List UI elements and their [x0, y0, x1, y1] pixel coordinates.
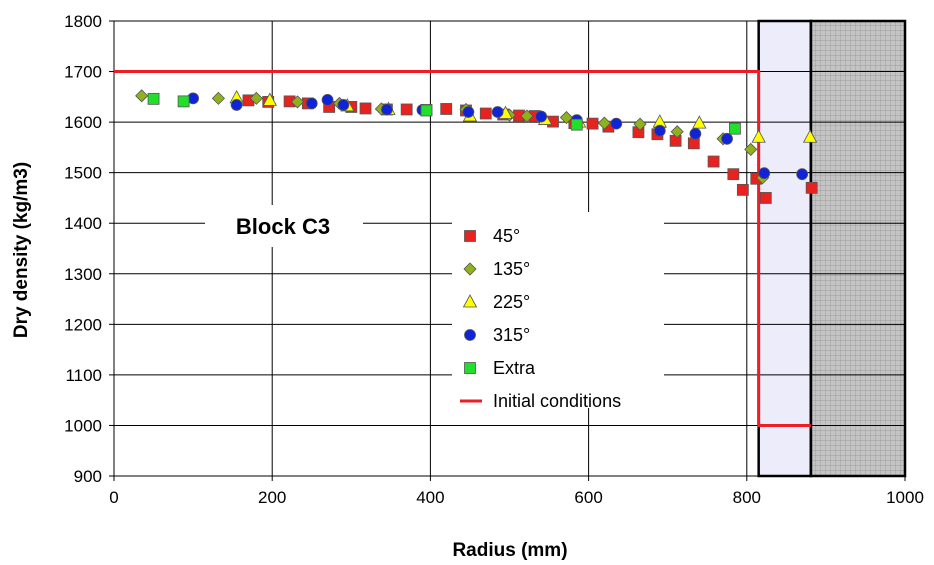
point-extra	[178, 96, 189, 107]
legend-label: Extra	[493, 358, 536, 378]
legend: 45° 135° 225° 315° Extra Initial conditions	[452, 212, 664, 411]
point-135	[136, 90, 148, 102]
legend-swatch	[465, 363, 476, 374]
block-annotation: Block C3	[236, 214, 330, 239]
y-tick-labels: 900 1000 1100 1200 1300 1400 1500 1600 1700 1800	[64, 12, 102, 486]
x-tick-label: 0	[109, 488, 118, 507]
point-315	[690, 128, 701, 139]
point-315	[759, 168, 770, 179]
x-tick-label: 800	[733, 488, 761, 507]
point-45	[587, 118, 598, 129]
data-points	[136, 90, 817, 204]
x-tick-label: 200	[258, 488, 286, 507]
y-tick-label: 1400	[64, 214, 102, 233]
point-45	[708, 156, 719, 167]
point-45	[806, 182, 817, 193]
shaded-regions	[759, 21, 905, 476]
point-45	[688, 138, 699, 149]
y-tick-label: 1700	[64, 63, 102, 82]
legend-label: 45°	[493, 226, 520, 246]
y-tick-label: 1600	[64, 113, 102, 132]
x-tick-labels: 0 200 400 600 800 1000	[109, 488, 924, 507]
point-315	[611, 118, 622, 129]
legend-label: Initial conditions	[493, 391, 621, 411]
point-45	[670, 135, 681, 146]
point-315	[381, 104, 392, 115]
y-tick-label: 1200	[64, 315, 102, 334]
y-tick-label: 1100	[65, 366, 102, 385]
point-315	[722, 133, 733, 144]
point-315	[306, 98, 317, 109]
point-extra	[421, 105, 432, 116]
legend-background	[452, 212, 664, 408]
point-45	[760, 192, 771, 203]
legend-label: 135°	[493, 259, 530, 279]
y-tick-label: 1300	[64, 265, 102, 284]
legend-label: 315°	[493, 325, 530, 345]
x-tick-label: 400	[416, 488, 444, 507]
x-tick-label: 600	[574, 488, 602, 507]
hatched-region	[811, 21, 905, 476]
shaded-region	[759, 21, 811, 476]
point-315	[338, 99, 349, 110]
point-extra	[729, 123, 740, 134]
legend-label: 225°	[493, 292, 530, 312]
point-45	[401, 104, 412, 115]
point-extra	[148, 93, 159, 104]
legend-swatch	[465, 231, 476, 242]
point-315	[492, 107, 503, 118]
point-135	[212, 92, 224, 104]
point-45	[728, 169, 739, 180]
point-315	[231, 99, 242, 110]
point-315	[463, 107, 474, 118]
y-tick-label: 1000	[64, 416, 102, 435]
y-tick-label: 1800	[64, 12, 102, 31]
point-315	[797, 169, 808, 180]
y-tick-label: 1500	[64, 164, 102, 183]
point-315	[536, 111, 547, 122]
y-tick-label: 900	[74, 467, 102, 486]
point-45	[480, 108, 491, 119]
point-extra	[571, 119, 582, 130]
x-axis-title: Radius (mm)	[452, 540, 567, 561]
y-axis-title: Dry density (kg/m3)	[11, 162, 32, 338]
point-315	[322, 94, 333, 105]
point-45	[441, 103, 452, 114]
point-45	[360, 103, 371, 114]
point-45	[737, 184, 748, 195]
legend-swatch	[465, 330, 476, 341]
point-315	[654, 125, 665, 136]
x-tick-label: 1000	[886, 488, 924, 507]
